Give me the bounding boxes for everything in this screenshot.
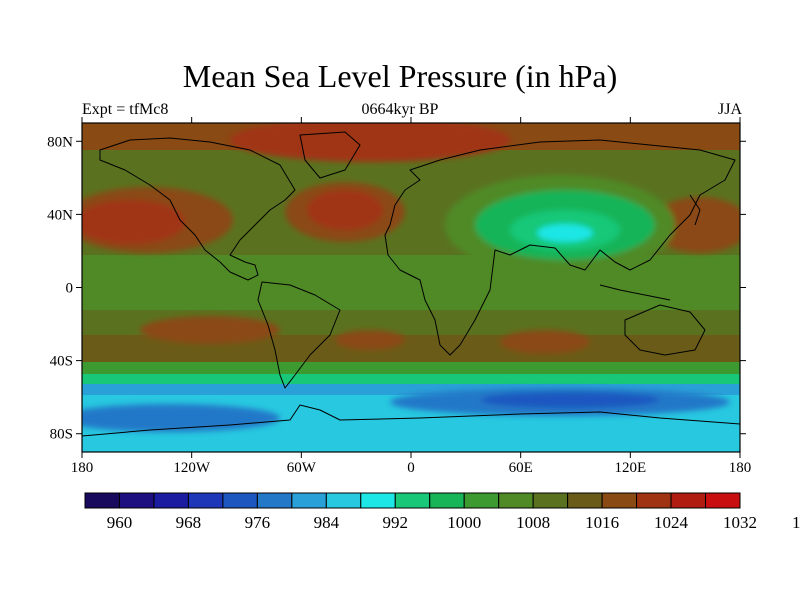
season-label: JJA	[717, 101, 742, 118]
coastline-north-america	[99, 137, 296, 281]
colorbar-label: 1008	[516, 513, 550, 532]
southern-teal-band	[82, 374, 740, 386]
colorbar-swatch	[463, 492, 500, 509]
experiment-label: Expt = tfMc8	[82, 101, 169, 118]
colorbar-swatch	[256, 492, 293, 509]
lat-label: 40N	[47, 207, 73, 223]
colorbar-swatch	[636, 492, 672, 509]
lon-label: 60W	[287, 460, 317, 476]
map-title: Mean Sea Level Pressure (in hPa)	[182, 58, 618, 94]
arctic-high-core	[230, 123, 510, 162]
colorbar-swatch	[601, 492, 638, 509]
colorbar-swatch	[705, 492, 741, 509]
lon-label: 180	[71, 460, 94, 476]
colorbar: 960 968 976 984 992 1000 1008 1016 1024 1032 1040	[84, 492, 800, 532]
colorbar-label: 976	[245, 513, 271, 532]
colorbar-swatch	[187, 492, 224, 509]
lon-label: 120E	[614, 460, 646, 476]
colorbar-swatch	[118, 492, 155, 509]
lat-label: 40S	[50, 354, 73, 370]
time-label: 0664kyr BP	[361, 101, 439, 118]
coastline-australia	[624, 304, 706, 356]
colorbar-swatch	[360, 492, 396, 509]
colorbar-swatch	[291, 492, 327, 509]
coastlines	[82, 131, 740, 437]
lat-label: 0	[66, 281, 74, 297]
south-atlantic-high	[335, 330, 405, 350]
lon-label: 120W	[173, 460, 211, 476]
colorbar-swatch	[532, 492, 569, 509]
map-axes: 80N 40N 0 40S 80S 180 120W 60W 0 60E 120E 180	[47, 117, 751, 476]
colorbar-swatch	[84, 492, 120, 509]
colorbar-swatch	[567, 492, 603, 509]
coastline-antarctica	[82, 404, 740, 437]
azores-high-core	[307, 190, 383, 230]
south-indian-high	[500, 330, 590, 354]
south-pacific-high	[140, 316, 280, 344]
pressure-field	[82, 123, 740, 452]
southern-green-band	[82, 362, 740, 376]
colorbar-swatch	[429, 492, 465, 509]
coastline-indonesia	[599, 284, 671, 301]
colorbar-label: 1040	[792, 513, 800, 532]
asian-low-core	[537, 224, 593, 242]
colorbar-swatch	[498, 492, 534, 509]
colorbar-label: 968	[176, 513, 202, 532]
lon-label: 180	[729, 460, 752, 476]
southern-low-west	[82, 404, 280, 432]
lat-label: 80N	[47, 134, 73, 150]
colorbar-label: 960	[107, 513, 133, 532]
lon-label: 60E	[509, 460, 533, 476]
colorbar-label: 992	[383, 513, 409, 532]
tropical-band	[82, 255, 740, 310]
colorbar-swatch	[222, 492, 258, 509]
coastline-south-america	[257, 281, 341, 389]
colorbar-label: 1032	[723, 513, 757, 532]
colorbar-swatch	[153, 492, 189, 509]
lat-label: 80S	[50, 427, 73, 443]
coastline-greenland	[299, 131, 361, 179]
lon-label: 0	[407, 460, 415, 476]
southern-low-core	[480, 392, 660, 408]
colorbar-swatch	[670, 492, 707, 509]
colorbar-swatch	[394, 492, 431, 509]
coastline-japan	[689, 194, 701, 226]
colorbar-swatch	[325, 492, 362, 509]
pacific-high-core	[82, 200, 185, 244]
colorbar-label: 1024	[654, 513, 689, 532]
colorbar-label: 984	[314, 513, 340, 532]
colorbar-label: 1016	[585, 513, 619, 532]
colorbar-label: 1000	[447, 513, 481, 532]
coastline-eurasia-africa	[384, 139, 736, 356]
